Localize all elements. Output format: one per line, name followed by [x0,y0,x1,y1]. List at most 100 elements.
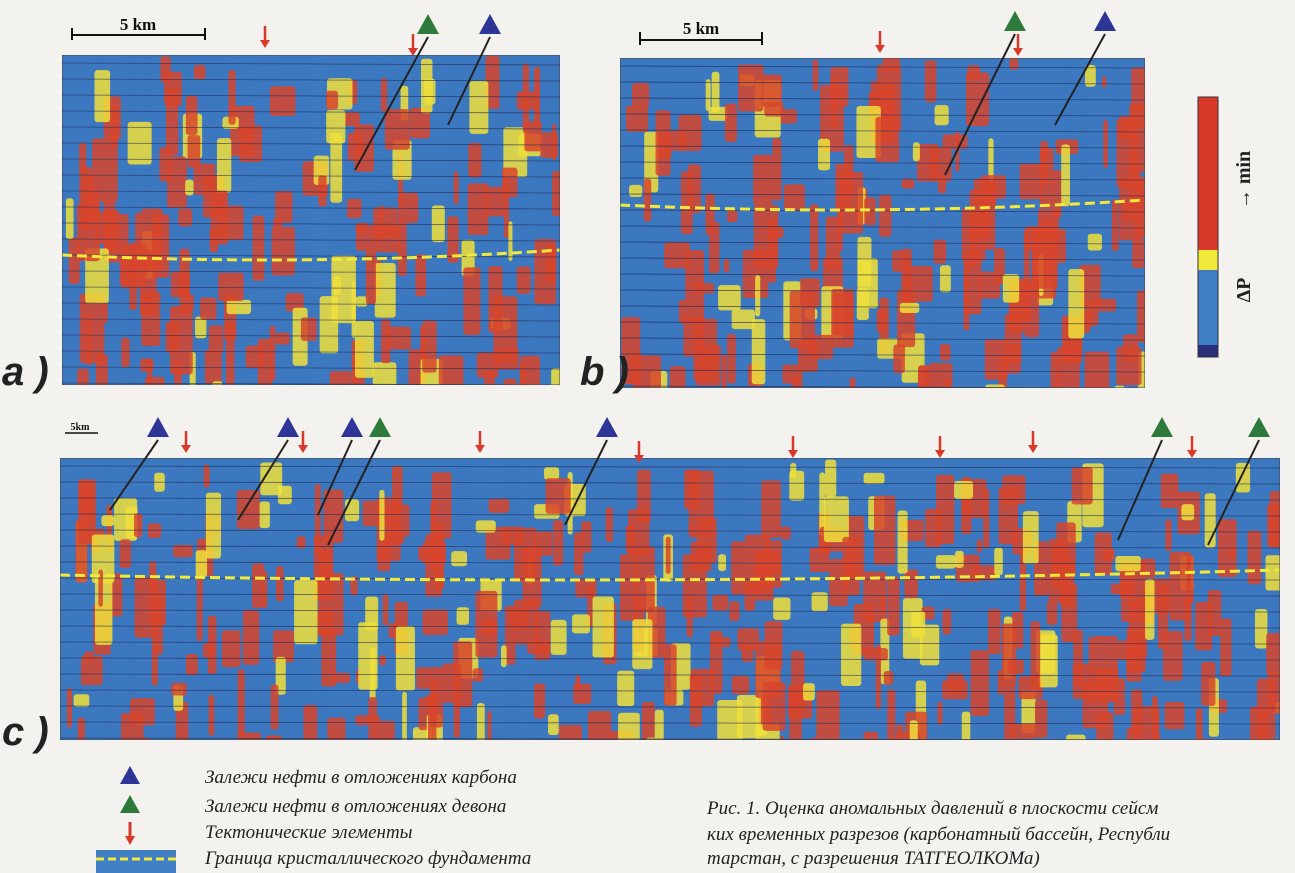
anomaly [485,187,507,217]
anomaly [1008,659,1024,674]
anomaly [626,525,635,553]
color-bar [1198,97,1218,357]
anomaly [430,667,444,728]
anomaly [712,637,730,647]
anomaly [638,355,661,398]
anomaly [864,198,876,226]
anomaly [925,60,937,102]
anomaly [1114,386,1125,418]
anomaly [744,582,755,611]
scale-label: 5 km [120,15,156,34]
anomaly [1181,504,1194,520]
anomaly [1040,148,1054,208]
colorbar-direction: → min [1233,151,1255,209]
anomaly [994,548,1003,575]
anomaly [1257,733,1261,799]
well-marker [1248,417,1270,437]
caption-line: тарстан, с разрешения ТАТГЕОЛКОМа) [707,848,1040,869]
well-marker [1151,417,1173,437]
anomaly [259,501,269,528]
anomaly [1201,662,1215,706]
anomaly [810,548,830,572]
anomaly [546,478,571,514]
anomaly [148,523,161,538]
anomaly [422,321,436,373]
anomaly [1096,712,1113,762]
anomaly [375,721,395,748]
anomaly [841,624,861,686]
anomaly [69,238,80,284]
anomaly [524,121,541,151]
anomaly [876,645,881,710]
anomaly [196,550,207,577]
anomaly [553,520,563,566]
anomaly [709,222,719,273]
anomaly [573,684,591,704]
anomaly [1138,351,1160,415]
anomaly [1236,463,1250,493]
anomaly [273,218,282,228]
figure: 5 km 5 km 5km a ) b ) c ) ΔP → min Залеж… [0,0,1295,873]
anomaly [209,695,215,736]
anomaly [1184,597,1191,641]
anomaly [487,711,491,754]
anomaly [1141,559,1156,578]
anomaly [348,133,363,161]
anomaly [898,511,908,574]
anomaly [188,135,201,168]
anomaly [962,712,971,756]
anomaly [608,731,633,792]
anomaly [588,711,611,761]
anomaly [1095,668,1118,703]
anomaly [824,496,849,542]
legend-text: Тектонические элементы [205,822,413,843]
anomaly [964,262,970,331]
anomaly [432,205,445,242]
anomaly [1220,618,1231,676]
anomaly [944,379,950,446]
anomaly [1161,474,1179,508]
anomaly [95,70,111,122]
anomaly [416,667,431,689]
anomaly [194,65,206,80]
anomaly [983,489,989,549]
anomaly [893,345,905,374]
anomaly [1002,623,1016,685]
anomaly [887,689,895,749]
anomaly [326,91,338,110]
anomaly [381,78,387,112]
panel-label: c ) [2,710,49,754]
anomaly [985,384,1005,450]
anomaly [226,322,235,384]
scale-label: 5km [71,422,91,433]
anomaly [781,527,791,540]
anomaly [943,609,952,634]
legend-symbols [96,766,176,873]
anomaly [666,537,671,574]
well-marker [417,14,439,34]
well-marker [277,417,299,437]
anomaly [925,509,942,547]
anomaly [246,346,265,368]
anomaly [656,110,671,175]
anomaly [706,79,711,111]
anomaly [791,377,798,393]
legend-text: Граница кристаллического фундамента [204,848,531,869]
anomaly [773,597,790,619]
anomaly [386,327,411,350]
anomaly [66,198,74,239]
anomaly [1155,738,1160,787]
anomaly [642,702,655,761]
well-marker [341,417,363,437]
anomaly [385,109,410,150]
anomaly [1266,633,1290,675]
anomaly [864,473,885,484]
anomaly [208,616,217,674]
anomaly [78,718,85,785]
anomaly [816,690,839,750]
anomaly [228,70,235,125]
anomaly [379,655,386,665]
anomaly [173,545,193,557]
anomaly [206,493,221,559]
anomaly [186,654,198,675]
